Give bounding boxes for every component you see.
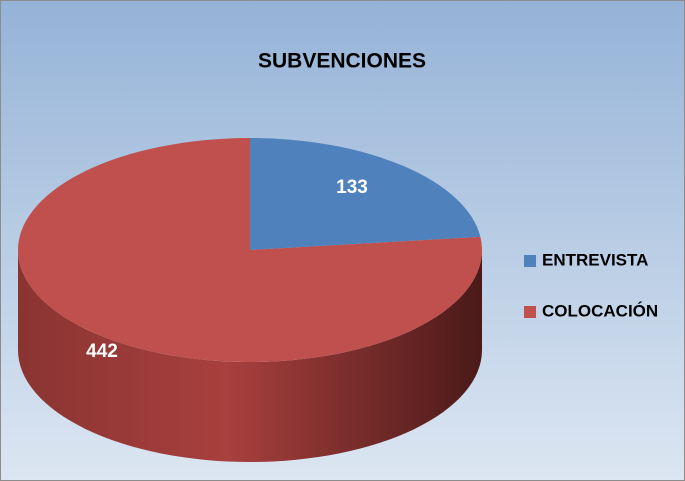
chart-title: SUBVENCIONES <box>258 50 426 73</box>
legend-swatch <box>524 306 536 318</box>
slice-side <box>18 250 482 462</box>
legend-label: ENTREVISTA <box>542 250 648 269</box>
legend: ENTREVISTA COLOCACIÓN <box>524 250 658 320</box>
pie: 133 442 <box>17 138 482 462</box>
slice <box>250 138 481 250</box>
data-label: 133 <box>336 177 368 198</box>
legend-swatch <box>524 255 536 267</box>
data-label: 442 <box>86 341 118 362</box>
slice <box>17 138 482 362</box>
legend-label: COLOCACIÓN <box>542 301 658 320</box>
